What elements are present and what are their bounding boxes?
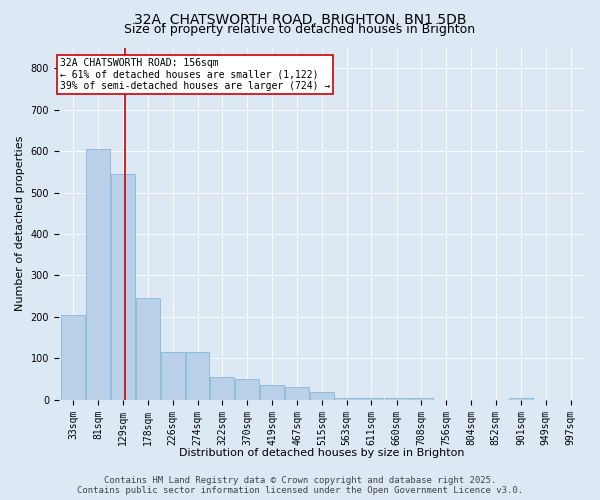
Bar [359, 398, 383, 400]
Bar [136, 298, 160, 400]
Y-axis label: Number of detached properties: Number of detached properties [15, 136, 25, 312]
Bar [385, 398, 409, 400]
Bar [161, 352, 185, 400]
Bar [410, 398, 433, 400]
Bar [185, 352, 209, 400]
Bar [260, 385, 284, 400]
Bar [509, 398, 533, 400]
Bar [61, 315, 85, 400]
Bar [235, 379, 259, 400]
Text: Size of property relative to detached houses in Brighton: Size of property relative to detached ho… [124, 22, 476, 36]
Bar [285, 388, 309, 400]
Bar [310, 392, 334, 400]
Text: Contains HM Land Registry data © Crown copyright and database right 2025.
Contai: Contains HM Land Registry data © Crown c… [77, 476, 523, 495]
Bar [211, 377, 234, 400]
Bar [111, 174, 134, 400]
X-axis label: Distribution of detached houses by size in Brighton: Distribution of detached houses by size … [179, 448, 464, 458]
Bar [335, 398, 359, 400]
Text: 32A, CHATSWORTH ROAD, BRIGHTON, BN1 5DB: 32A, CHATSWORTH ROAD, BRIGHTON, BN1 5DB [134, 12, 466, 26]
Text: 32A CHATSWORTH ROAD: 156sqm
← 61% of detached houses are smaller (1,122)
39% of : 32A CHATSWORTH ROAD: 156sqm ← 61% of det… [61, 58, 331, 91]
Bar [86, 149, 110, 400]
